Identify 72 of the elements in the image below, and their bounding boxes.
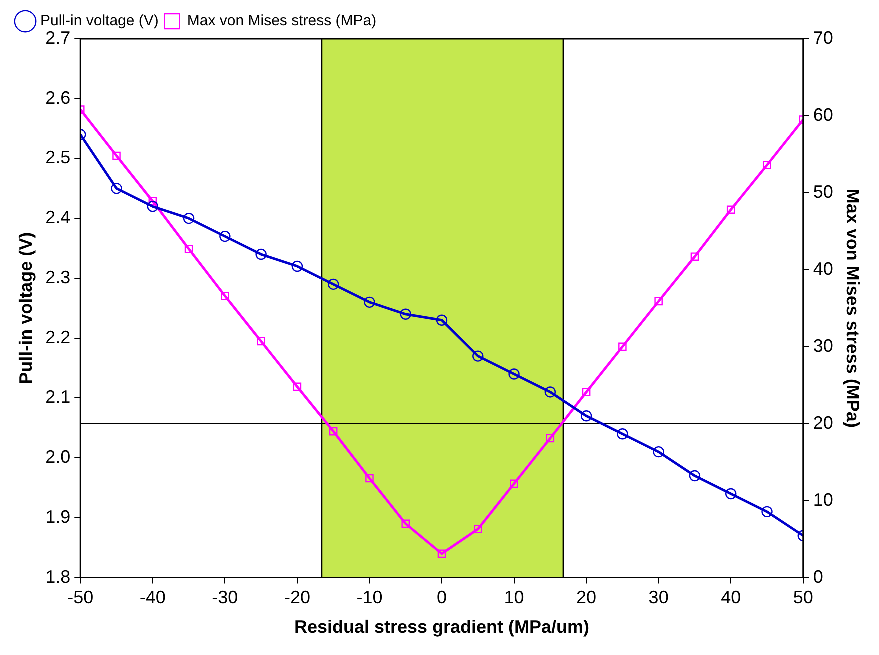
point (400, 308, 412, 320)
point (544, 386, 556, 398)
x-axis-title: Residual stress gradient (MPa/um) (294, 617, 590, 638)
point (328, 278, 340, 290)
y2-tick-label: 40 (813, 258, 834, 279)
point (653, 446, 664, 458)
y2-axis-title: Max von Mises stress (MPa) (843, 188, 864, 428)
x-tick-label: 30 (648, 588, 669, 608)
point (148, 197, 158, 206)
y-tick-label: 1.8 (46, 566, 71, 587)
point (436, 314, 448, 326)
point (762, 506, 773, 518)
y-tick-label: 2.3 (46, 267, 71, 288)
point (256, 248, 267, 260)
point (184, 244, 194, 254)
point (582, 388, 591, 396)
y2-tick-label: 30 (813, 336, 834, 356)
point (689, 470, 701, 482)
x-tick-label: -30 (212, 588, 238, 608)
legend-label: Pull-in voltage (V) (40, 12, 159, 30)
point (508, 368, 520, 380)
point (618, 342, 627, 352)
x-tick-label: 10 (504, 588, 524, 608)
x-tick-label: 40 (721, 588, 742, 608)
point (366, 474, 374, 483)
y2-tick-label: 0 (813, 566, 824, 587)
point (364, 296, 376, 308)
y-tick-label: 2.6 (46, 88, 71, 108)
point (257, 337, 266, 346)
y-tick-label: 2.0 (46, 447, 71, 468)
point (690, 252, 700, 261)
point (510, 480, 518, 488)
point (111, 183, 122, 194)
point (726, 206, 736, 214)
y-tick-label: 2.5 (46, 148, 71, 168)
y-tick-label: 2.7 (46, 28, 71, 48)
y-tick-label: 1.9 (46, 506, 71, 527)
point (292, 260, 304, 272)
point (617, 428, 628, 440)
point (726, 488, 737, 500)
point (546, 434, 555, 443)
point (474, 525, 482, 534)
x-tick-label: -50 (68, 588, 94, 608)
y-tick-label: 2.4 (46, 208, 71, 228)
point (763, 161, 772, 170)
x-tick-label: -10 (356, 588, 383, 608)
point (402, 520, 410, 528)
x-tick-label: 50 (793, 588, 814, 608)
y-tick-label: 2.2 (46, 327, 71, 348)
y-axis-title: Pull-in voltage (V) (16, 232, 36, 384)
y2-tick-label: 20 (813, 412, 834, 433)
y2-tick-label: 60 (813, 104, 834, 125)
point (580, 410, 592, 422)
x-tick-label: -40 (140, 588, 166, 608)
point (183, 213, 195, 224)
point (147, 201, 158, 212)
point (438, 550, 446, 558)
y2-tick-label: 70 (813, 28, 834, 48)
point (221, 292, 230, 300)
x-tick-label: -20 (284, 588, 310, 608)
x-tick-label: 20 (576, 588, 597, 608)
x-tick-label: 0 (436, 588, 448, 608)
y-tick-label: 2.1 (46, 387, 71, 408)
point (220, 230, 231, 242)
point (654, 297, 663, 306)
y2-tick-label: 10 (813, 490, 834, 510)
point (329, 427, 338, 436)
legend-label: Max von Mises stress (MPa) (187, 12, 377, 30)
point (472, 350, 484, 362)
point (112, 152, 121, 160)
point (293, 382, 302, 392)
y2-tick-label: 50 (813, 182, 834, 202)
